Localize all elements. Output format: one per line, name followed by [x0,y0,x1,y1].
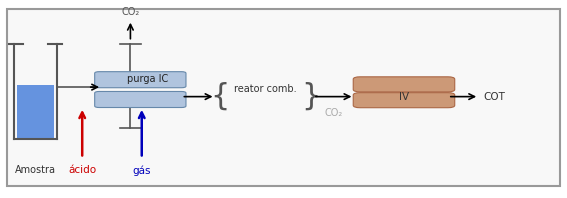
Bar [17,85,54,138]
Text: reator comb.: reator comb. [234,85,297,94]
Text: CO₂: CO₂ [121,7,139,17]
FancyBboxPatch shape [95,72,186,88]
Text: ácido: ácido [68,165,96,175]
FancyBboxPatch shape [353,93,455,108]
FancyBboxPatch shape [95,91,186,108]
Text: {: { [210,82,230,111]
FancyBboxPatch shape [353,77,455,92]
Bar [7,9,560,186]
Text: COT: COT [483,92,505,102]
Text: Amostra: Amostra [15,165,56,175]
Text: CO₂: CO₂ [324,108,342,118]
Text: IV: IV [399,92,409,102]
Text: gás: gás [133,165,151,176]
Text: }: } [301,82,320,111]
Text: purga IC: purga IC [127,74,168,84]
